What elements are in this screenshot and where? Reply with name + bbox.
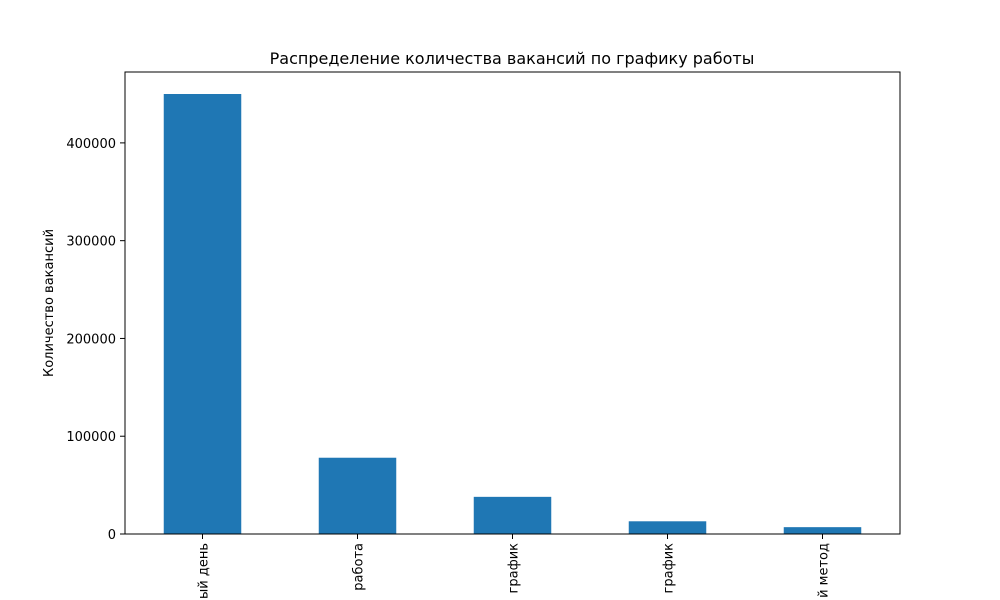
y-tick-label: 200000	[66, 332, 116, 347]
chart-title: Распределение количества вакансий по гра…	[270, 49, 755, 68]
bar	[318, 457, 397, 534]
bar	[628, 521, 707, 534]
y-axis: 0 100000 200000 300000 400000	[66, 137, 125, 543]
x-tick-label: график	[507, 543, 522, 594]
x-tick-label: ый день	[197, 543, 212, 599]
bar	[473, 496, 552, 534]
y-tick-label: 100000	[66, 430, 116, 445]
x-axis: ый день работа график график й метод	[197, 534, 832, 599]
y-tick-label: 400000	[66, 137, 116, 152]
plot-frame	[124, 71, 901, 535]
y-tick-label: 300000	[66, 235, 116, 250]
bar	[783, 527, 862, 534]
x-tick-label: й метод	[817, 543, 832, 598]
y-axis-label: Количество вакансий	[42, 229, 57, 377]
bars-group	[163, 94, 862, 534]
y-tick-label: 0	[108, 528, 116, 543]
bar	[163, 94, 242, 534]
x-tick-label: работа	[352, 543, 367, 591]
x-tick-label: график	[662, 543, 677, 594]
